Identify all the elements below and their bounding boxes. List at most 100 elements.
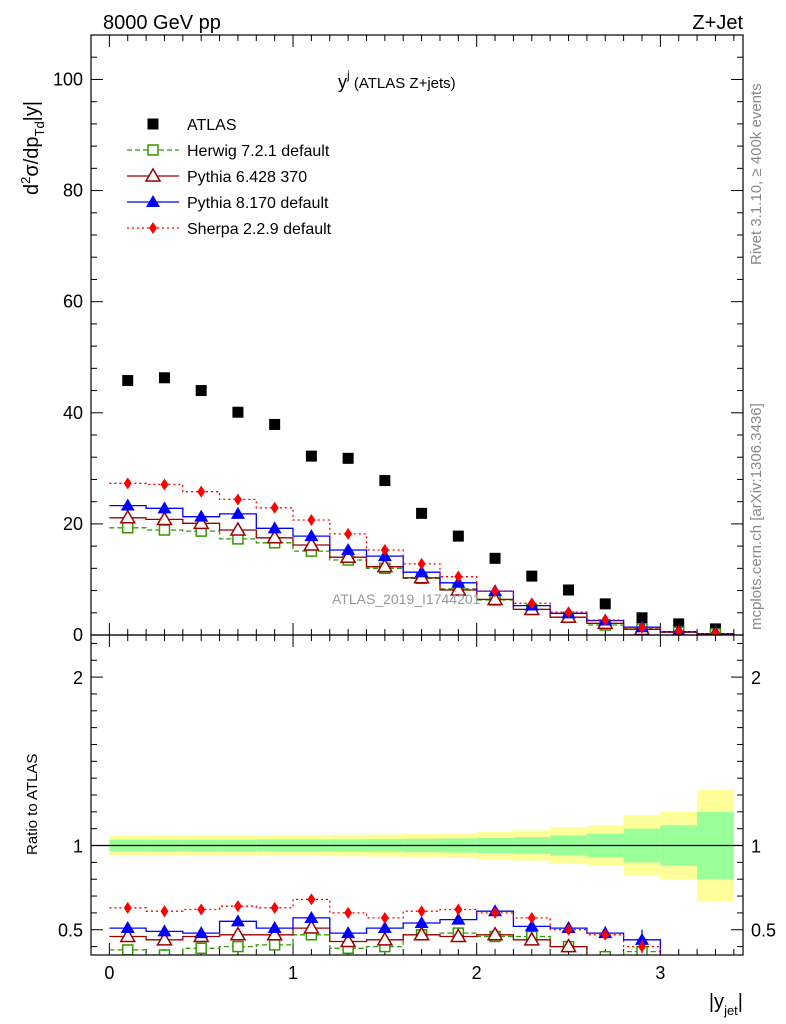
- main-data-marks: [109, 372, 734, 635]
- point-sherpa: [123, 477, 132, 490]
- ratio-point-sherpa: [380, 911, 389, 924]
- ratio-point-pythia8: [194, 926, 209, 939]
- point-atlas: [416, 507, 428, 519]
- point-sherpa: [270, 501, 279, 514]
- point-pythia8: [157, 501, 172, 514]
- point-atlas: [122, 375, 134, 387]
- ratio-point-pythia8: [157, 924, 172, 937]
- legend-label-pythia8: Pythia 8.170 default: [187, 195, 329, 212]
- ratio-y-tick-label-right: 2: [751, 668, 761, 688]
- point-pythia8: [230, 506, 245, 519]
- plot-title: yj (ATLAS Z+jets): [338, 68, 456, 92]
- ratio-point-sherpa: [491, 906, 500, 919]
- ratio-point-pythia8: [672, 965, 686, 977]
- point-sherpa: [160, 478, 169, 491]
- point-pythia6: [450, 581, 467, 596]
- ratio-point-herwig: [674, 967, 684, 977]
- point-sherpa: [674, 625, 683, 635]
- point-pythia6: [156, 510, 173, 526]
- legend-marker-pythia6: [144, 167, 162, 182]
- point-atlas: [379, 475, 391, 487]
- ratio-point-pythia8: [414, 916, 429, 928]
- point-atlas: [342, 452, 354, 464]
- point-atlas: [599, 598, 611, 610]
- point-atlas: [195, 385, 207, 397]
- y-tick-label: 20: [63, 514, 83, 534]
- ratio-point-pythia6: [156, 931, 173, 946]
- plot-title-rest: (ATLAS Z+jets): [350, 75, 456, 92]
- ratio-point-pythia6: [523, 931, 541, 946]
- point-atlas: [305, 450, 317, 462]
- point-atlas: [489, 552, 501, 564]
- ratio-point-sherpa: [564, 923, 573, 936]
- header-energy: 8000 GeV pp: [103, 12, 221, 34]
- ratio-point-pythia6: [229, 926, 247, 941]
- point-herwig: [158, 524, 171, 536]
- ratio-point-sherpa: [344, 906, 353, 919]
- point-pythia6: [119, 509, 137, 524]
- ratio-point-pythia6: [560, 938, 577, 953]
- ratio-point-herwig: [232, 940, 244, 953]
- y-tick-label: 0: [73, 625, 83, 645]
- ratio-y-tick-label: 1: [73, 837, 83, 857]
- point-pythia6: [192, 514, 210, 530]
- point-atlas: [452, 530, 464, 542]
- plot-title-main: y: [338, 72, 347, 92]
- point-sherpa: [233, 493, 242, 506]
- ratio-point-pythia6: [635, 965, 649, 977]
- legend-marker-atlas: [147, 118, 159, 130]
- point-sherpa: [601, 614, 610, 626]
- y-tick-label: 60: [63, 292, 83, 312]
- ratio-point-sherpa: [160, 905, 169, 918]
- ratio-y-tick-label: 0.5: [58, 921, 83, 941]
- point-sherpa: [344, 527, 353, 540]
- y-tick-label: 80: [63, 181, 83, 201]
- xlabel: |yjet|: [709, 991, 743, 1018]
- point-sherpa: [380, 544, 389, 556]
- header-process: Z+Jet: [692, 12, 743, 34]
- point-pythia8: [304, 529, 319, 542]
- legend-marker-sherpa: [149, 222, 157, 234]
- legend-label-pythia6: Pythia 6.428 370: [187, 169, 307, 186]
- point-pythia6: [303, 536, 320, 551]
- point-sherpa: [527, 597, 536, 610]
- ratio-point-pythia8: [708, 973, 722, 985]
- ratio-point-pythia8: [304, 910, 319, 923]
- ratio-point-sherpa: [233, 900, 242, 913]
- point-pythia8: [194, 509, 209, 522]
- point-pythia6: [486, 590, 504, 606]
- ratio-y-tick-label: 2: [73, 668, 83, 688]
- point-atlas: [269, 418, 281, 430]
- ratio-point-sherpa: [197, 903, 206, 916]
- point-pythia6: [339, 548, 357, 563]
- ratio-point-herwig: [268, 939, 281, 951]
- main-axes: 0 20 40 60 80 100: [53, 34, 743, 645]
- y-tick-label: 40: [63, 403, 83, 423]
- point-atlas: [232, 406, 244, 418]
- point-atlas: [158, 372, 170, 384]
- ratio-point-sherpa: [123, 901, 132, 914]
- legend-marker-pythia8: [146, 195, 160, 207]
- main-ylabel: d2σ/dpTd|y|: [18, 101, 47, 195]
- point-sherpa: [454, 570, 463, 583]
- ratio-point-pythia6: [450, 927, 467, 943]
- point-sherpa: [417, 557, 426, 570]
- ratio-point-herwig: [158, 949, 171, 955]
- analysis-watermark: ATLAS_2019_I1744201: [332, 591, 481, 607]
- ratio-point-sherpa: [601, 928, 610, 941]
- ratio-point-pythia8: [634, 932, 649, 945]
- point-atlas: [526, 570, 538, 582]
- ratio-point-sherpa: [527, 911, 536, 924]
- ratio-y-tick-label-right: 1: [751, 837, 761, 857]
- legend-label-atlas: ATLAS: [187, 117, 237, 134]
- ratio-point-sherpa: [417, 905, 426, 918]
- legend-marker-herwig: [147, 144, 159, 156]
- ratio-point-pythia6: [708, 973, 722, 985]
- ratio-point-pythia8: [341, 926, 356, 939]
- point-pythia8: [341, 543, 356, 555]
- x-tick-label: 3: [655, 963, 665, 983]
- ratio-point-pythia6: [672, 973, 686, 985]
- plot-title-sup: j: [346, 68, 350, 82]
- ratio-point-pythia8: [230, 914, 245, 927]
